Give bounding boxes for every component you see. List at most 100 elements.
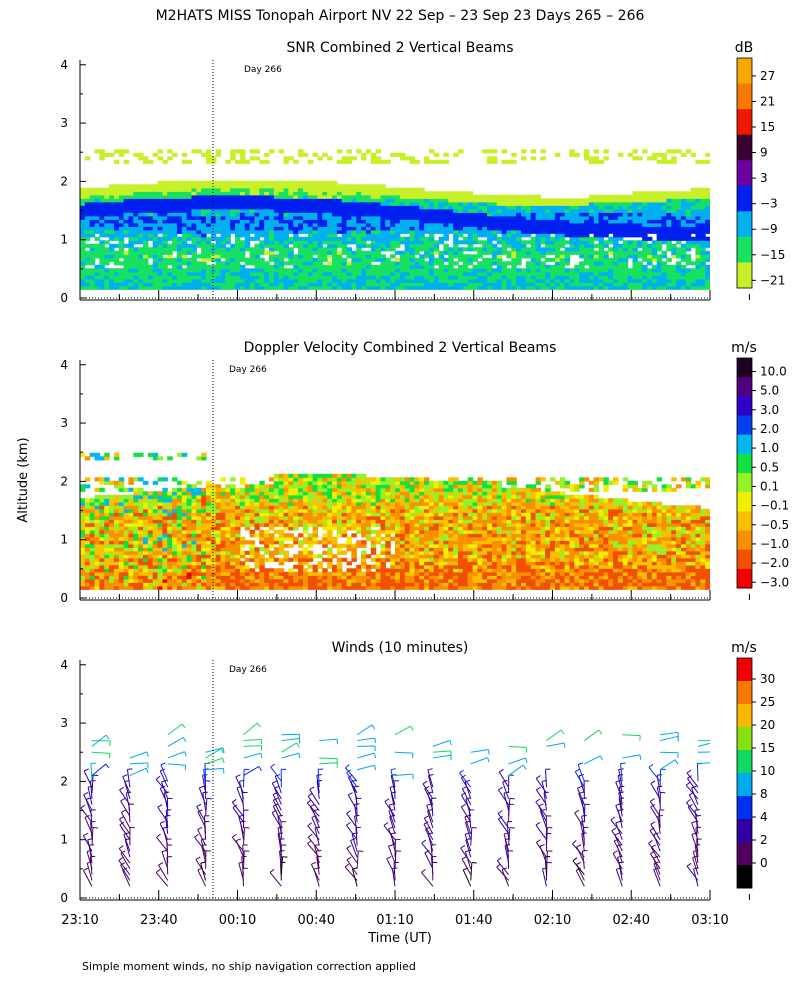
- snr-cell: [613, 282, 619, 287]
- velocity-cell: [235, 575, 241, 580]
- snr-cell: [671, 149, 677, 154]
- velocity-cell: [220, 557, 226, 562]
- snr-cell: [642, 240, 648, 245]
- snr-cell: [608, 261, 614, 266]
- velocity-cell: [230, 585, 236, 590]
- velocity-cell: [157, 501, 163, 506]
- snr-cell: [482, 257, 488, 262]
- snr-cell: [690, 222, 697, 227]
- velocity-cell: [249, 529, 256, 534]
- snr-cell: [254, 226, 260, 231]
- velocity-cell: [254, 484, 260, 489]
- snr-cell: [332, 229, 338, 234]
- snr-cell: [278, 233, 285, 238]
- snr-cell: [690, 152, 697, 157]
- snr-cell: [89, 285, 96, 290]
- velocity-cell: [109, 529, 115, 534]
- snr-cell: [220, 215, 226, 220]
- velocity-cell: [210, 561, 217, 566]
- snr-cell: [680, 152, 687, 157]
- velocity-cell: [113, 575, 120, 580]
- snr-cell: [375, 268, 382, 273]
- snr-cell: [516, 194, 522, 199]
- snr-cell: [530, 247, 537, 252]
- snr-cell: [327, 226, 333, 231]
- velocity-cell: [254, 578, 260, 583]
- velocity-cell: [206, 491, 212, 496]
- snr-cell: [273, 184, 280, 189]
- velocity-cell: [196, 585, 202, 590]
- snr-cell: [230, 198, 236, 203]
- velocity-cell: [201, 571, 207, 576]
- snr-cell: [118, 208, 125, 213]
- snr-cell: [317, 187, 323, 192]
- snr-cell: [365, 219, 372, 224]
- snr-cell: [181, 184, 188, 189]
- snr-cell: [448, 215, 454, 220]
- velocity-cell: [239, 515, 246, 520]
- velocity-cell: [104, 452, 110, 457]
- snr-cell: [283, 285, 289, 290]
- snr-cell: [196, 184, 202, 189]
- snr-cell: [370, 271, 377, 276]
- snr-cell: [695, 215, 701, 220]
- snr-cell: [627, 275, 634, 280]
- snr-cell: [622, 271, 629, 276]
- snr-cell: [201, 191, 207, 196]
- velocity-cell: [138, 477, 144, 482]
- snr-cell: [632, 271, 638, 276]
- velocity-cell: [143, 557, 149, 562]
- velocity-cell: [239, 575, 246, 580]
- snr-cell: [94, 191, 100, 196]
- snr-cell: [642, 285, 648, 290]
- snr-cell: [399, 219, 406, 224]
- velocity-cell: [201, 543, 207, 548]
- snr-cell: [647, 219, 653, 224]
- snr-cell: [332, 233, 338, 238]
- velocity-cell: [172, 585, 178, 590]
- snr-cell: [511, 268, 517, 273]
- snr-cell: [656, 285, 663, 290]
- snr-cell: [225, 180, 231, 185]
- velocity-cell: [210, 529, 217, 534]
- velocity-cell: [138, 536, 144, 541]
- snr-cell: [84, 201, 91, 206]
- velocity-cell: [152, 582, 159, 587]
- snr-cell: [230, 152, 236, 157]
- velocity-cell: [264, 585, 270, 590]
- velocity-cell: [143, 491, 149, 496]
- velocity-cell: [259, 494, 265, 499]
- snr-cell: [269, 226, 275, 231]
- snr-cell: [584, 215, 590, 220]
- snr-cell: [133, 261, 139, 266]
- snr-cell: [332, 198, 338, 203]
- velocity-cell: [118, 578, 125, 583]
- snr-cell: [409, 275, 415, 280]
- snr-cell: [370, 208, 377, 213]
- snr-cell: [128, 229, 134, 234]
- snr-cell: [651, 229, 658, 234]
- velocity-cell: [118, 536, 125, 541]
- snr-cell: [322, 264, 328, 269]
- snr-cell: [671, 229, 677, 234]
- velocity-cell: [147, 561, 154, 566]
- snr-cell: [283, 184, 289, 189]
- snr-cell: [690, 215, 697, 220]
- snr-cell: [336, 226, 343, 231]
- snr-cell: [99, 205, 105, 210]
- snr-cell: [278, 271, 285, 276]
- snr-cell: [690, 243, 697, 248]
- snr-cell: [564, 233, 571, 238]
- snr-cell: [656, 198, 663, 203]
- snr-cell: [375, 278, 382, 283]
- snr-cell: [361, 212, 367, 217]
- snr-cell: [695, 194, 701, 199]
- snr-cell: [307, 184, 314, 189]
- snr-cell: [700, 285, 706, 290]
- velocity-cell: [89, 526, 96, 531]
- snr-cell: [661, 250, 667, 255]
- snr-cell: [176, 215, 183, 220]
- velocity-cell: [201, 533, 207, 538]
- snr-cell: [341, 229, 348, 234]
- snr-cell: [574, 271, 580, 276]
